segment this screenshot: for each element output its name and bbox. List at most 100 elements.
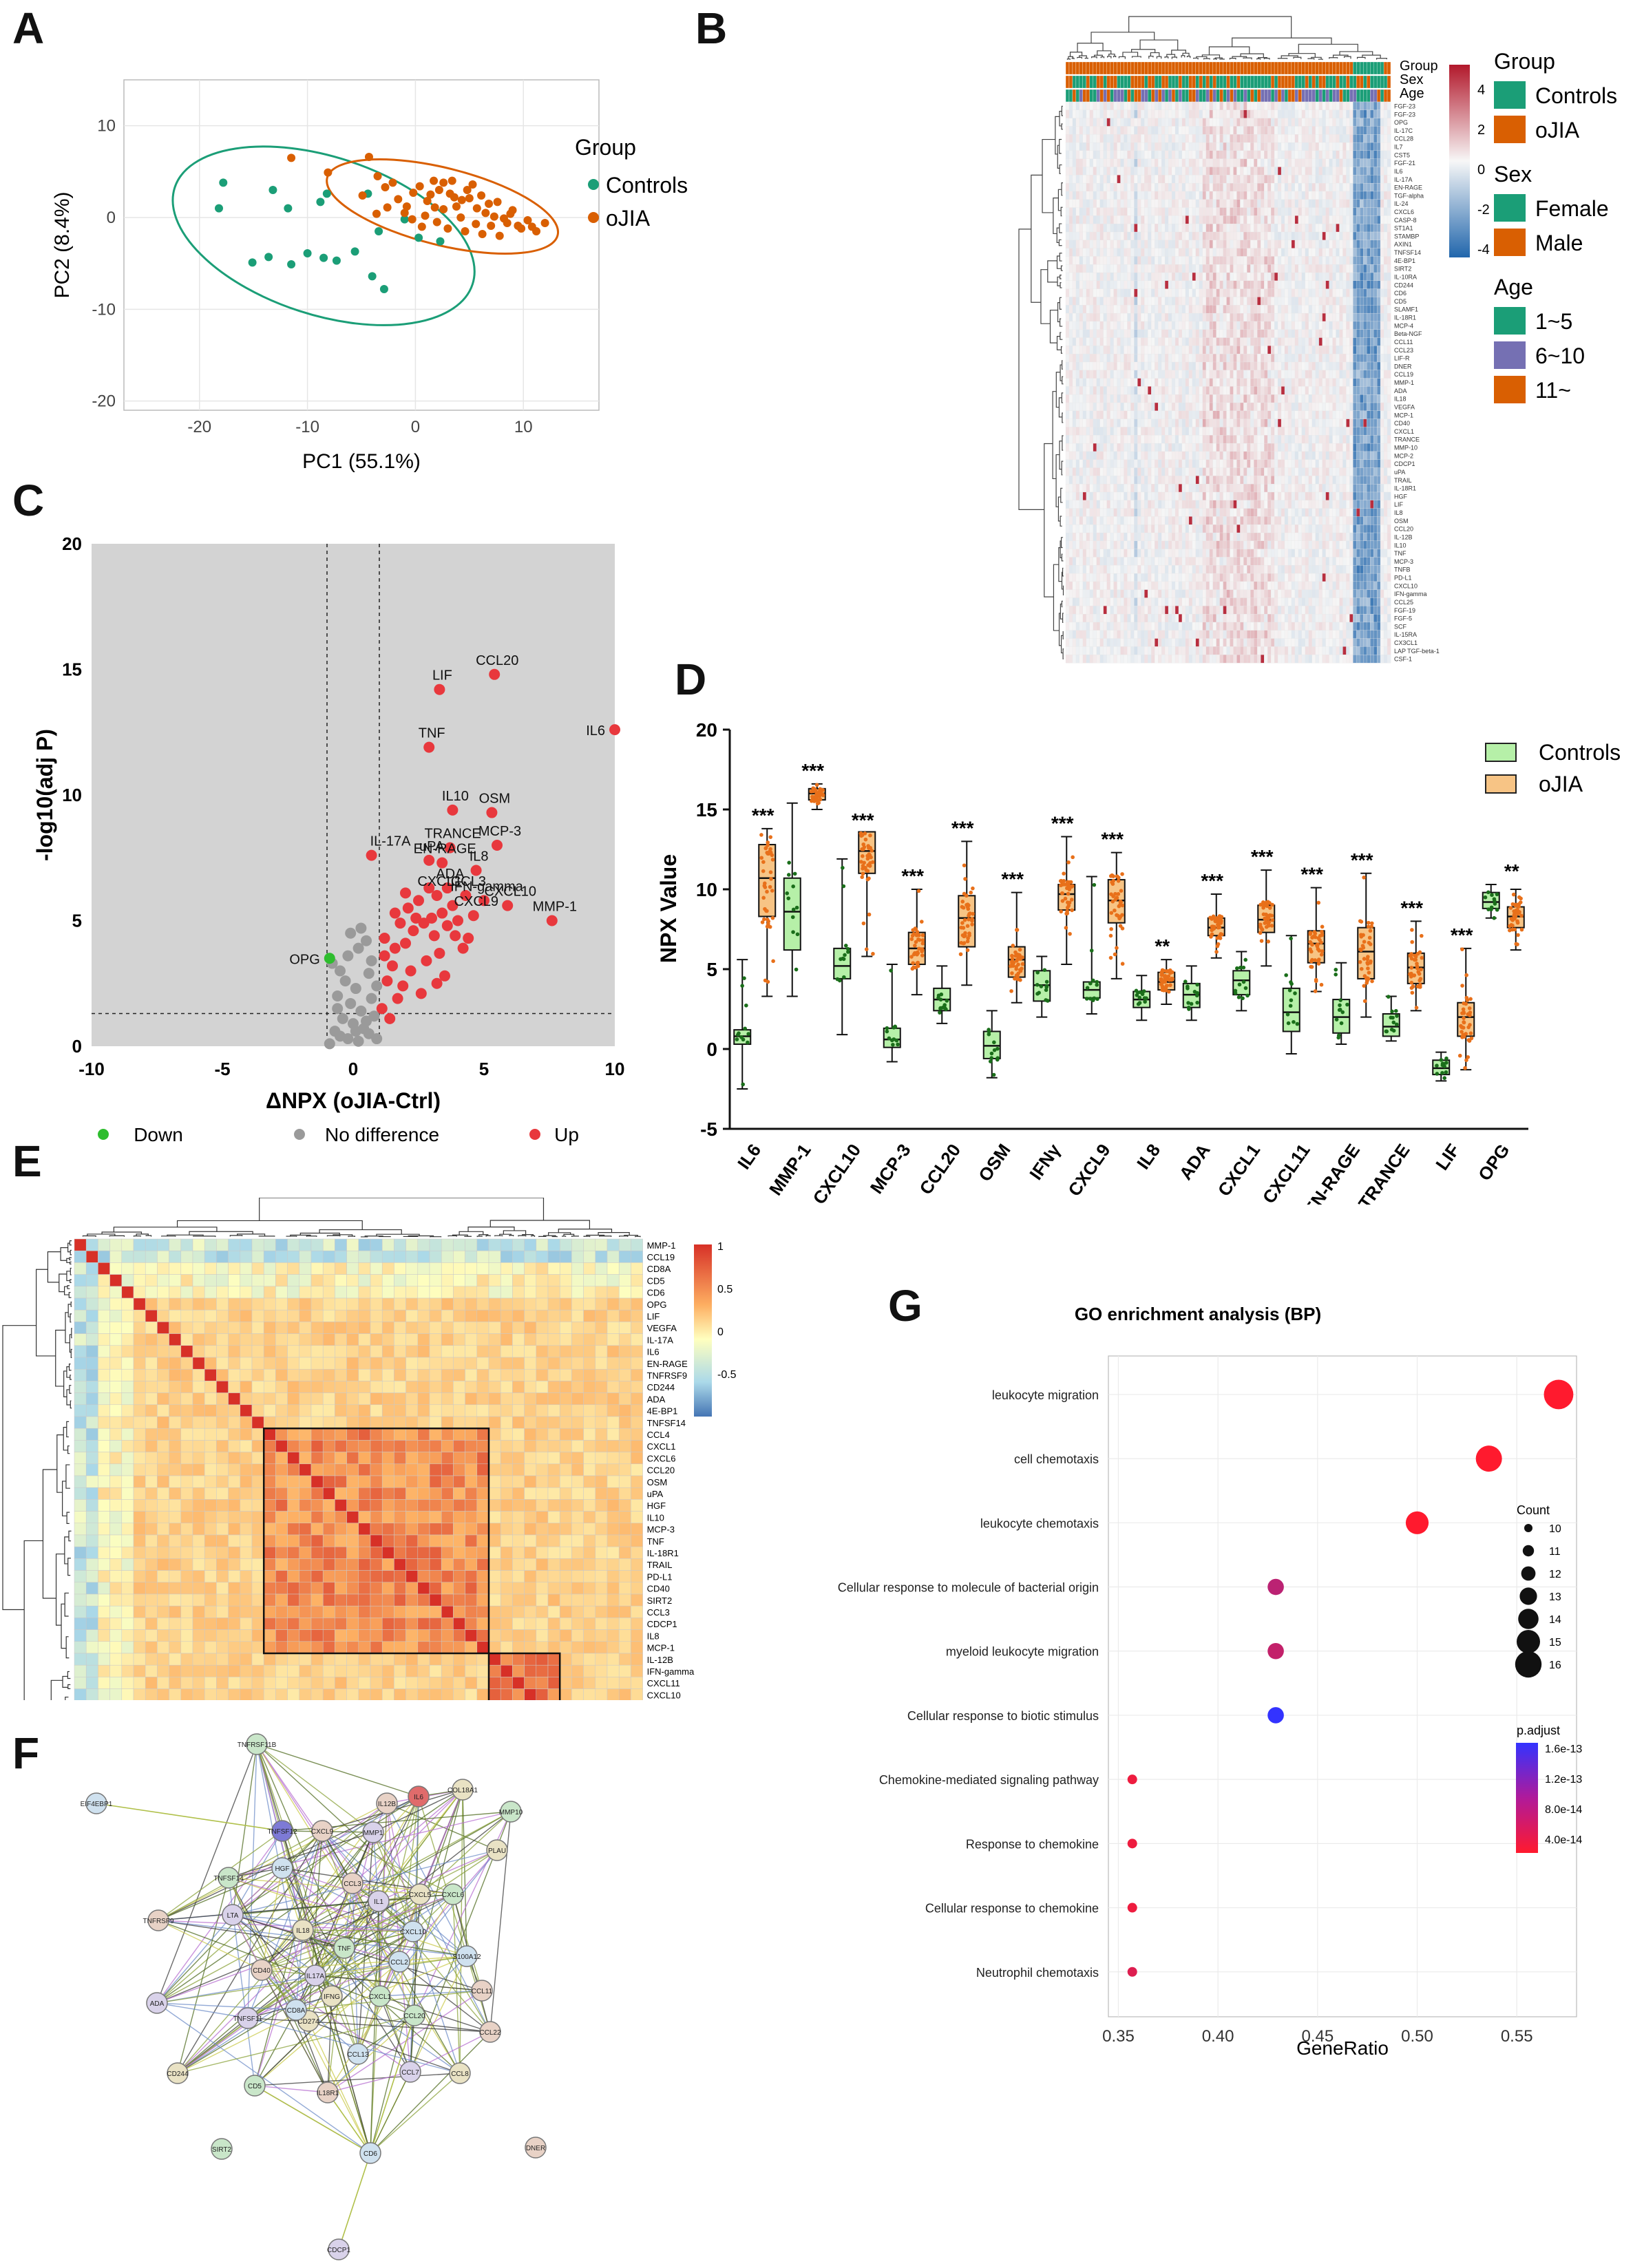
- heatmap-b-cell: [1292, 411, 1295, 419]
- heatmap-b-cell: [1274, 362, 1278, 370]
- heatmap-b-cell: [1264, 151, 1267, 159]
- heatmap-b-cell: [1114, 215, 1117, 224]
- annot-group-cell: [1175, 62, 1179, 74]
- annot-age-cell: [1292, 89, 1295, 102]
- heatmap-b-cell: [1267, 321, 1271, 330]
- annot-age-cell: [1090, 89, 1093, 102]
- heatmap-b-cell: [1367, 468, 1370, 476]
- annot-sex-cell: [1148, 76, 1151, 88]
- heatmap-b-cell: [1066, 427, 1069, 435]
- heatmap-b-cell: [1137, 435, 1141, 443]
- heatmap-b-cell: [1387, 215, 1391, 224]
- heatmap-b-cell: [1267, 159, 1271, 167]
- heatmap-b-cell: [1247, 419, 1250, 427]
- panel-label-c: C: [12, 475, 44, 526]
- heatmap-b-cell: [1130, 386, 1134, 394]
- heatmap-b-cell: [1083, 435, 1086, 443]
- heatmap-b-cell: [1356, 102, 1360, 110]
- heatmap-b-cell: [1114, 200, 1117, 208]
- pca-point-ojia: [494, 198, 502, 206]
- heatmap-b-cell: [1292, 338, 1295, 346]
- heatmap-b-cell: [1124, 370, 1127, 379]
- heatmap-b-cell: [1144, 110, 1148, 118]
- heatmap-b-cell: [1254, 208, 1257, 216]
- dendrogram-branch: [1062, 413, 1063, 423]
- heatmap-b-cell: [1346, 289, 1349, 297]
- heatmap-b-cell: [1134, 379, 1137, 387]
- heatmap-b-cell: [1254, 215, 1257, 224]
- heatmap-b-cell: [1233, 435, 1236, 443]
- annot-age-cell: [1243, 89, 1247, 102]
- heatmap-b-cell: [1073, 159, 1076, 167]
- heatmap-b-cell: [1329, 411, 1333, 419]
- pca-point-controls: [380, 285, 388, 293]
- heatmap-b-cell: [1161, 232, 1165, 240]
- heatmap-b-cell: [1104, 232, 1107, 240]
- heatmap-b-cell: [1175, 110, 1179, 118]
- heatmap-b-cell: [1179, 134, 1182, 142]
- heatmap-b-cell: [1257, 215, 1261, 224]
- heatmap-b-cell: [1216, 191, 1220, 200]
- heatmap-b-cell: [1384, 232, 1387, 240]
- heatmap-b-cell: [1349, 167, 1353, 175]
- heatmap-b-cell: [1079, 134, 1083, 142]
- heatmap-b-cell: [1076, 167, 1079, 175]
- heatmap-b-cell: [1360, 362, 1363, 370]
- heatmap-b-cell: [1247, 386, 1250, 394]
- heatmap-b-cell: [1093, 224, 1097, 232]
- heatmap-b-cell: [1144, 248, 1148, 257]
- heatmap-b-cell: [1323, 256, 1326, 264]
- heatmap-b-cell: [1213, 435, 1216, 443]
- heatmap-b-cell: [1086, 297, 1090, 305]
- heatmap-b-cell: [1227, 256, 1230, 264]
- heatmap-b-cell: [1220, 200, 1223, 208]
- heatmap-b-cell: [1130, 354, 1134, 362]
- annot-group-cell: [1124, 62, 1127, 74]
- heatmap-b-cell: [1240, 200, 1243, 208]
- heatmap-b-cell: [1158, 200, 1161, 208]
- annot-sex-cell: [1144, 76, 1148, 88]
- heatmap-b-cell: [1090, 175, 1093, 183]
- heatmap-b-cell: [1384, 200, 1387, 208]
- heatmap-b-cell: [1172, 151, 1175, 159]
- heatmap-b-cell: [1346, 167, 1349, 175]
- heatmap-b-cell: [1151, 240, 1155, 248]
- annot-sex-cell: [1076, 76, 1079, 88]
- heatmap-b-cell: [1073, 338, 1076, 346]
- heatmap-b-cell: [1069, 370, 1073, 379]
- annot-group-cell: [1309, 62, 1312, 74]
- heatmap-b-cell: [1107, 354, 1110, 362]
- heatmap-b-cell: [1117, 248, 1121, 257]
- heatmap-b-cell: [1292, 151, 1295, 159]
- heatmap-b-cell: [1233, 151, 1236, 159]
- heatmap-b-cell: [1155, 362, 1158, 370]
- heatmap-b-cell: [1312, 362, 1316, 370]
- heatmap-b-cell: [1165, 264, 1168, 273]
- heatmap-b-cell: [1380, 126, 1384, 134]
- heatmap-b-cell: [1346, 142, 1349, 151]
- heatmap-b-cell: [1120, 443, 1124, 452]
- heatmap-b-cell: [1130, 330, 1134, 338]
- heatmap-b-cell: [1316, 394, 1319, 403]
- heatmap-b-cell: [1213, 142, 1216, 151]
- heatmap-b-cell: [1360, 273, 1363, 281]
- heatmap-b-cell: [1172, 240, 1175, 248]
- heatmap-b-cell: [1223, 215, 1227, 224]
- heatmap-b-cell: [1127, 427, 1130, 435]
- heatmap-b-cell: [1172, 313, 1175, 321]
- heatmap-b-cell: [1384, 183, 1387, 191]
- heatmap-b-cell: [1130, 419, 1134, 427]
- heatmap-b-cell: [1298, 240, 1302, 248]
- heatmap-b-cell: [1267, 248, 1271, 257]
- heatmap-b-cell: [1298, 175, 1302, 183]
- heatmap-b-cell: [1278, 240, 1281, 248]
- annot-age-cell: [1216, 89, 1220, 102]
- annot-group-cell: [1210, 62, 1213, 74]
- heatmap-b-cell: [1151, 175, 1155, 183]
- heatmap-b-cell: [1090, 289, 1093, 297]
- heatmap-b-cell: [1261, 159, 1264, 167]
- heatmap-b-cell: [1161, 264, 1165, 273]
- heatmap-b-cell: [1267, 256, 1271, 264]
- heatmap-b-cell: [1199, 110, 1203, 118]
- heatmap-b-cell: [1230, 289, 1233, 297]
